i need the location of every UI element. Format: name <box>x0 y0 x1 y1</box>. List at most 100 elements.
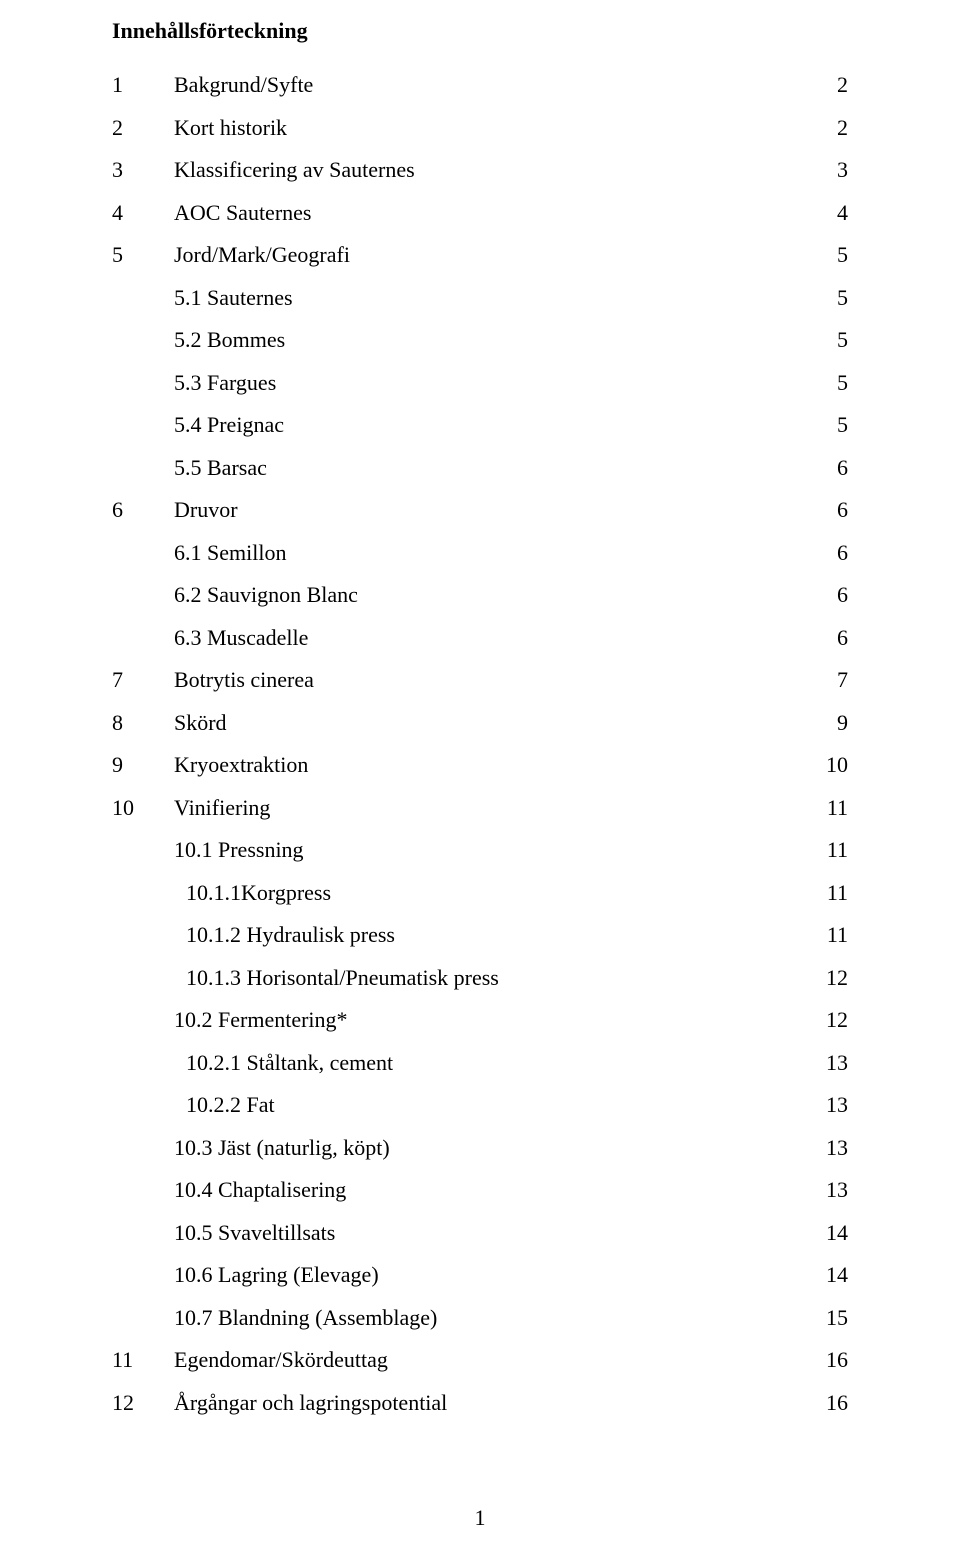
toc-entry-page: 5 <box>808 242 848 268</box>
toc-entry-label: 6.1 Semillon <box>174 540 808 566</box>
toc-row: 10.7 Blandning (Assemblage)15 <box>112 1305 848 1331</box>
toc-entry-number: 12 <box>112 1390 174 1416</box>
toc-entry-label: 10.2.2 Fat <box>186 1092 808 1118</box>
toc-list: 1Bakgrund/Syfte22Kort historik23Klassifi… <box>112 72 848 1416</box>
toc-entry-page: 14 <box>808 1220 848 1246</box>
toc-entry-label: Kort historik <box>174 115 808 141</box>
page-number: 1 <box>475 1505 486 1531</box>
toc-entry-page: 3 <box>808 157 848 183</box>
toc-entry-label: 10.1 Pressning <box>174 837 808 863</box>
toc-entry-page: 10 <box>808 752 848 778</box>
toc-row: 8Skörd9 <box>112 710 848 736</box>
toc-entry-number: 6 <box>112 497 174 523</box>
toc-row: 6.2 Sauvignon Blanc6 <box>112 582 848 608</box>
toc-row: 6.3 Muscadelle6 <box>112 625 848 651</box>
toc-entry-number: 10 <box>112 795 174 821</box>
toc-entry-number: 1 <box>112 72 174 98</box>
toc-row: 10.2.2 Fat13 <box>112 1092 848 1118</box>
toc-entry-number: 4 <box>112 200 174 226</box>
toc-row: 7Botrytis cinerea7 <box>112 667 848 693</box>
toc-entry-label: 10.2 Fermentering* <box>174 1007 808 1033</box>
toc-entry-label: 10.1.2 Hydraulisk press <box>186 922 808 948</box>
toc-entry-label: Egendomar/Skördeuttag <box>174 1347 808 1373</box>
toc-entry-page: 11 <box>808 922 848 948</box>
toc-row: 5.4 Preignac5 <box>112 412 848 438</box>
toc-entry-page: 6 <box>808 582 848 608</box>
toc-entry-page: 5 <box>808 412 848 438</box>
toc-entry-label: 5.3 Fargues <box>174 370 808 396</box>
toc-entry-label: 5.2 Bommes <box>174 327 808 353</box>
toc-row: 5Jord/Mark/Geografi5 <box>112 242 848 268</box>
toc-entry-page: 12 <box>808 1007 848 1033</box>
toc-row: 10.1.2 Hydraulisk press11 <box>112 922 848 948</box>
toc-row: 10.1.1Korgpress11 <box>112 880 848 906</box>
toc-entry-page: 7 <box>808 667 848 693</box>
toc-entry-label: Årgångar och lagringspotential <box>174 1390 808 1416</box>
toc-row: 3Klassificering av Sauternes3 <box>112 157 848 183</box>
toc-title: Innehållsförteckning <box>112 18 848 44</box>
toc-entry-number: 7 <box>112 667 174 693</box>
toc-entry-label: Klassificering av Sauternes <box>174 157 808 183</box>
toc-row: 5.2 Bommes5 <box>112 327 848 353</box>
toc-entry-page: 4 <box>808 200 848 226</box>
toc-entry-label: Jord/Mark/Geografi <box>174 242 808 268</box>
toc-entry-page: 6 <box>808 497 848 523</box>
toc-entry-number: 8 <box>112 710 174 736</box>
toc-entry-page: 2 <box>808 115 848 141</box>
toc-row: 9Kryoextraktion10 <box>112 752 848 778</box>
toc-entry-label: Skörd <box>174 710 808 736</box>
toc-row: 10.1.3 Horisontal/Pneumatisk press12 <box>112 965 848 991</box>
toc-entry-page: 16 <box>808 1347 848 1373</box>
toc-entry-label: Druvor <box>174 497 808 523</box>
toc-entry-page: 11 <box>808 795 848 821</box>
toc-entry-page: 5 <box>808 285 848 311</box>
toc-entry-label: 6.3 Muscadelle <box>174 625 808 651</box>
toc-entry-label: 10.6 Lagring (Elevage) <box>174 1262 808 1288</box>
toc-entry-label: 10.1.1Korgpress <box>186 880 808 906</box>
toc-row: 10Vinifiering11 <box>112 795 848 821</box>
toc-entry-page: 6 <box>808 625 848 651</box>
toc-entry-page: 9 <box>808 710 848 736</box>
toc-entry-number: 2 <box>112 115 174 141</box>
toc-entry-label: 5.4 Preignac <box>174 412 808 438</box>
toc-row: 5.3 Fargues5 <box>112 370 848 396</box>
toc-entry-page: 5 <box>808 327 848 353</box>
toc-row: 5.1 Sauternes5 <box>112 285 848 311</box>
toc-row: 1Bakgrund/Syfte2 <box>112 72 848 98</box>
toc-entry-number: 9 <box>112 752 174 778</box>
toc-entry-page: 5 <box>808 370 848 396</box>
toc-entry-label: 10.1.3 Horisontal/Pneumatisk press <box>186 965 808 991</box>
toc-entry-label: Kryoextraktion <box>174 752 808 778</box>
toc-row: 10.4 Chaptalisering13 <box>112 1177 848 1203</box>
toc-entry-label: 10.3 Jäst (naturlig, köpt) <box>174 1135 808 1161</box>
toc-row: 10.1 Pressning11 <box>112 837 848 863</box>
toc-entry-page: 11 <box>808 837 848 863</box>
toc-entry-label: AOC Sauternes <box>174 200 808 226</box>
toc-entry-number: 11 <box>112 1347 174 1373</box>
toc-row: 6Druvor6 <box>112 497 848 523</box>
toc-entry-page: 13 <box>808 1092 848 1118</box>
toc-entry-label: 6.2 Sauvignon Blanc <box>174 582 808 608</box>
toc-row: 5.5 Barsac6 <box>112 455 848 481</box>
toc-row: 12Årgångar och lagringspotential16 <box>112 1390 848 1416</box>
toc-row: 10.3 Jäst (naturlig, köpt)13 <box>112 1135 848 1161</box>
toc-row: 10.2.1 Ståltank, cement13 <box>112 1050 848 1076</box>
toc-entry-page: 13 <box>808 1050 848 1076</box>
toc-entry-page: 13 <box>808 1177 848 1203</box>
toc-entry-page: 12 <box>808 965 848 991</box>
toc-entry-label: 10.2.1 Ståltank, cement <box>186 1050 808 1076</box>
toc-row: 10.2 Fermentering*12 <box>112 1007 848 1033</box>
toc-entry-page: 6 <box>808 455 848 481</box>
toc-row: 6.1 Semillon6 <box>112 540 848 566</box>
toc-entry-page: 13 <box>808 1135 848 1161</box>
toc-entry-label: 10.4 Chaptalisering <box>174 1177 808 1203</box>
toc-entry-label: Vinifiering <box>174 795 808 821</box>
toc-entry-label: Botrytis cinerea <box>174 667 808 693</box>
toc-entry-page: 11 <box>808 880 848 906</box>
toc-entry-number: 5 <box>112 242 174 268</box>
toc-entry-page: 2 <box>808 72 848 98</box>
toc-entry-label: 10.7 Blandning (Assemblage) <box>174 1305 808 1331</box>
toc-entry-label: 10.5 Svaveltillsats <box>174 1220 808 1246</box>
toc-entry-page: 15 <box>808 1305 848 1331</box>
toc-row: 10.5 Svaveltillsats14 <box>112 1220 848 1246</box>
